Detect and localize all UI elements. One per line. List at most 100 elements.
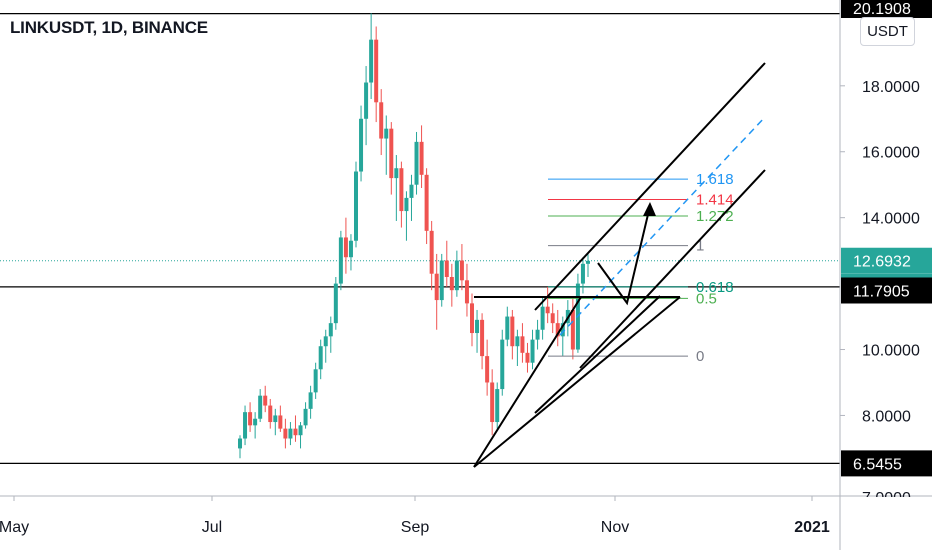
candle <box>535 319 540 350</box>
x-tick-label: 2021 <box>794 519 830 536</box>
candle <box>545 286 550 324</box>
candle <box>288 422 293 446</box>
rising-support-line <box>534 295 661 414</box>
candle <box>409 174 414 221</box>
candle <box>323 329 328 363</box>
candle <box>470 293 474 347</box>
candle <box>580 257 585 294</box>
channel-lower-line <box>579 169 766 369</box>
svg-text:12.6932: 12.6932 <box>853 254 911 271</box>
price-axis-label: 20.1908 <box>841 0 932 18</box>
svg-text:6.5455: 6.5455 <box>853 456 902 473</box>
currency-button[interactable]: USDT <box>860 17 915 46</box>
candle <box>379 89 384 156</box>
candle <box>343 217 348 274</box>
candle <box>293 415 298 442</box>
candle <box>444 240 449 287</box>
candle <box>555 309 560 347</box>
candle <box>540 296 545 340</box>
candle <box>364 66 369 146</box>
y-tick-label: 14.0000 <box>862 211 920 228</box>
candle <box>485 339 490 396</box>
candle <box>515 329 520 366</box>
candle <box>248 402 253 432</box>
candle <box>475 309 480 353</box>
y-tick-label: 8.0000 <box>862 408 911 425</box>
candle <box>480 313 485 370</box>
x-tick-label: Sep <box>401 519 430 536</box>
price-axis-label: 6.5455 <box>841 450 932 477</box>
candle <box>384 115 389 175</box>
candle <box>525 342 530 373</box>
candle <box>530 329 535 370</box>
candle <box>338 230 343 291</box>
candle <box>348 234 353 271</box>
x-tick-label: Nov <box>601 519 629 536</box>
candle <box>570 296 575 360</box>
x-tick-label: Jul <box>202 519 222 536</box>
fib-level-label: 1.618 <box>696 171 734 188</box>
candle <box>439 253 444 307</box>
x-tick-label: May <box>0 519 29 536</box>
fib-level-label: 0.618 <box>696 279 734 296</box>
candle <box>454 250 459 297</box>
svg-text:11.7905: 11.7905 <box>853 283 910 300</box>
candle <box>278 405 283 432</box>
candle <box>419 125 424 188</box>
candle <box>354 161 358 248</box>
candle <box>298 422 303 449</box>
candle <box>429 220 434 291</box>
candles <box>238 13 590 459</box>
candle <box>404 191 409 241</box>
candle <box>500 329 505 396</box>
y-tick-label: 16.0000 <box>862 145 920 162</box>
price-axis-label: 12.6932 <box>841 247 932 274</box>
svg-text:20.1908: 20.1908 <box>853 1 911 18</box>
candle <box>550 303 555 334</box>
candle <box>449 263 454 307</box>
candle <box>303 402 308 429</box>
channel-mid-line <box>559 116 766 336</box>
candle <box>318 339 323 380</box>
channel-upper-line <box>534 62 766 311</box>
candle <box>308 385 313 419</box>
candle <box>359 105 364 182</box>
candle <box>399 161 404 228</box>
fib-level-label: 1.414 <box>696 192 734 209</box>
candle <box>459 244 464 291</box>
candle <box>369 13 374 99</box>
candle <box>243 405 248 446</box>
candle <box>414 131 419 195</box>
candle <box>389 122 394 195</box>
trend-drawings <box>473 62 766 468</box>
y-tick-label: 10.0000 <box>862 343 920 360</box>
fib-level-label: 0.5 <box>696 290 717 307</box>
arrowhead-icon <box>643 202 656 216</box>
candle <box>560 316 565 357</box>
candle <box>263 385 268 413</box>
candle <box>253 412 258 439</box>
wedge-triangle <box>473 296 583 468</box>
projection-path-arrow <box>597 205 651 306</box>
horizontal-lines <box>0 12 840 465</box>
candle <box>434 253 439 330</box>
chart-title: LINKUSDT, 1D, BINANCE <box>10 18 208 37</box>
candle <box>575 273 580 353</box>
candle <box>238 435 242 459</box>
y-tick-label: 18.0000 <box>862 79 920 96</box>
candle <box>268 398 273 429</box>
candle <box>464 263 469 317</box>
candle <box>374 26 379 123</box>
candle <box>424 168 429 245</box>
fib-level-label: 0 <box>696 348 704 365</box>
candle <box>333 277 338 330</box>
candle <box>586 253 590 277</box>
candle <box>510 309 515 360</box>
candle <box>490 369 495 436</box>
wedge-support-line <box>473 296 681 468</box>
fib-level-label: 1 <box>696 238 704 255</box>
